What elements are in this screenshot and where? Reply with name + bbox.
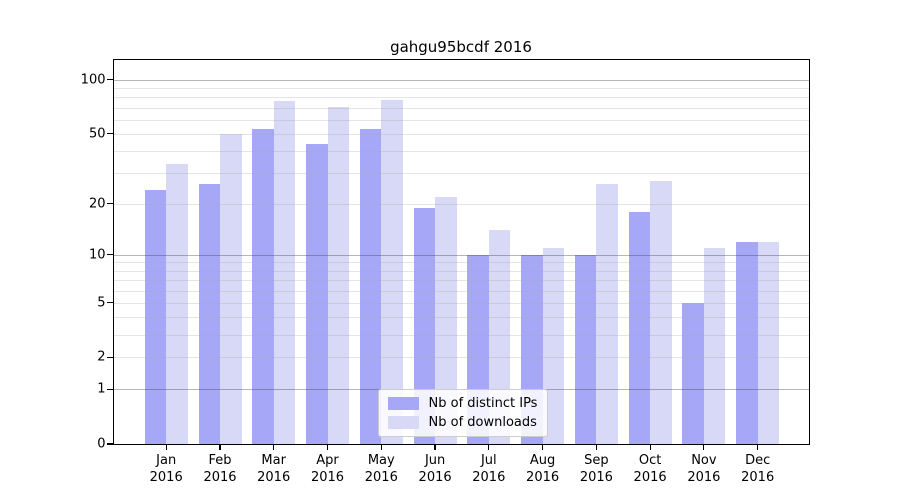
y-tick-label-100: 100: [80, 72, 106, 88]
x-tick-label-mar: Mar 2016: [257, 452, 290, 486]
legend-label: Nb of downloads: [428, 415, 537, 430]
x-tick-line: 2016: [526, 470, 560, 485]
x-tick-line: Feb: [208, 453, 232, 468]
y-tick-mark-1: [107, 388, 113, 390]
bar-nb-of-distinct-ips-nov-2016: [682, 302, 704, 444]
y-tick-label-2: 2: [97, 349, 106, 365]
x-tick-line: Apr: [316, 453, 339, 468]
bar-nb-of-distinct-ips-jun-2016: [413, 207, 436, 444]
bar-nb-of-distinct-ips-feb-2016: [198, 184, 220, 444]
x-tick-line: Sep: [584, 453, 609, 468]
y-tick-mark-2: [107, 356, 113, 358]
x-tick-line: Aug: [529, 453, 556, 468]
x-tick-mark-3: [273, 445, 275, 450]
x-tick-label-may: May 2016: [365, 452, 398, 486]
x-tick-mark-9: [595, 445, 597, 450]
bar-nb-of-distinct-ips-may-2016: [359, 129, 382, 444]
x-tick-label-apr: Apr 2016: [311, 452, 344, 486]
x-tick-mark-12: [757, 445, 759, 450]
y-tick-mark-100: [107, 79, 113, 81]
y-tick-mark-5: [107, 302, 113, 304]
x-tick-label-dec: Dec 2016: [741, 452, 774, 486]
x-tick-mark-8: [542, 445, 544, 450]
legend-label: Nb of distinct IPs: [428, 396, 538, 411]
bar-nb-of-downloads-dec-2016: [757, 241, 780, 444]
x-tick-mark-7: [488, 445, 490, 450]
y-tick-label-0: 0: [97, 436, 106, 452]
y-tick-label-50: 50: [88, 126, 106, 142]
bar-nb-of-distinct-ips-apr-2016: [306, 143, 328, 444]
x-tick-mark-4: [326, 445, 329, 450]
x-tick-label-oct: Oct 2016: [634, 452, 667, 486]
x-tick-line: Oct: [638, 453, 662, 468]
y-tick-mark-20: [107, 203, 113, 205]
x-tick-mark-2: [219, 445, 221, 450]
x-tick-mark-11: [703, 445, 705, 450]
x-tick-label-aug: Aug 2016: [526, 452, 559, 486]
x-tick-line: 2016: [257, 470, 291, 485]
bar-nb-of-downloads-feb-2016: [220, 133, 242, 444]
x-tick-label-jun: Jun 2016: [419, 452, 452, 486]
x-tick-line: 2016: [579, 470, 613, 485]
x-tick-label-sep: Sep 2016: [580, 452, 613, 486]
y-tick-label-20: 20: [88, 196, 106, 212]
x-tick-mark-10: [649, 445, 651, 450]
x-tick-line: Jan: [156, 453, 177, 468]
x-tick-line: 2016: [203, 470, 237, 485]
x-tick-line: 2016: [741, 470, 775, 485]
bar-nb-of-downloads-apr-2016: [327, 106, 349, 444]
x-tick-line: 2016: [687, 470, 721, 485]
x-tick-line: 2016: [472, 470, 506, 485]
x-tick-line: May: [367, 453, 395, 468]
bar-nb-of-downloads-jan-2016: [166, 163, 188, 444]
bar-nb-of-downloads-mar-2016: [273, 101, 296, 444]
bar-nb-of-distinct-ips-sep-2016: [574, 254, 597, 444]
y-tick-label-1: 1: [97, 381, 106, 397]
x-tick-mark-6: [434, 445, 436, 450]
y-tick-label-10: 10: [88, 247, 106, 263]
legend-swatch: [387, 416, 419, 429]
x-tick-line: Nov: [691, 453, 717, 468]
x-tick-line: 2016: [633, 470, 667, 485]
bar-nb-of-distinct-ips-oct-2016: [628, 211, 651, 444]
x-tick-label-feb: Feb 2016: [203, 452, 236, 486]
bar-nb-of-downloads-sep-2016: [596, 184, 618, 444]
bar-nb-of-downloads-oct-2016: [650, 181, 672, 444]
y-tick-label-5: 5: [97, 295, 106, 311]
x-tick-label-jul: Jul 2016: [472, 452, 505, 486]
x-tick-line: Jul: [480, 453, 497, 468]
chart-title: gahgu95bcdf 2016: [390, 38, 532, 56]
bars-layer: [114, 60, 810, 444]
bar-nb-of-distinct-ips-dec-2016: [736, 241, 758, 444]
y-tick-mark-50: [107, 133, 113, 135]
legend: Nb of distinct IPs Nb of downloads: [377, 389, 549, 437]
x-tick-line: 2016: [310, 470, 345, 485]
bar-nb-of-downloads-jun-2016: [435, 196, 457, 444]
x-tick-line: Jun: [424, 453, 446, 468]
y-tick-mark-10: [107, 254, 113, 256]
x-tick-mark-1: [165, 445, 167, 450]
legend-row-nb-of-distinct-ips: Nb of distinct IPs: [387, 396, 538, 411]
x-tick-line: Dec: [745, 453, 771, 468]
legend-swatch: [387, 397, 419, 410]
x-tick-label-jan: Jan 2016: [150, 452, 183, 486]
bar-nb-of-distinct-ips-mar-2016: [252, 129, 274, 444]
x-tick-line: 2016: [364, 470, 398, 485]
x-tick-mark-5: [380, 445, 382, 450]
y-tick-mark-0: [107, 443, 113, 445]
legend-row-nb-of-downloads: Nb of downloads: [387, 415, 538, 430]
x-tick-label-nov: Nov 2016: [687, 452, 720, 486]
plot-area: Nb of distinct IPs Nb of downloads: [112, 59, 810, 445]
bar-nb-of-downloads-nov-2016: [703, 248, 726, 444]
bar-nb-of-distinct-ips-jan-2016: [144, 190, 167, 444]
x-tick-line: Mar: [261, 453, 286, 468]
x-tick-line: 2016: [418, 470, 452, 485]
bar-nb-of-downloads-may-2016: [381, 100, 403, 444]
x-tick-line: 2016: [149, 470, 183, 485]
